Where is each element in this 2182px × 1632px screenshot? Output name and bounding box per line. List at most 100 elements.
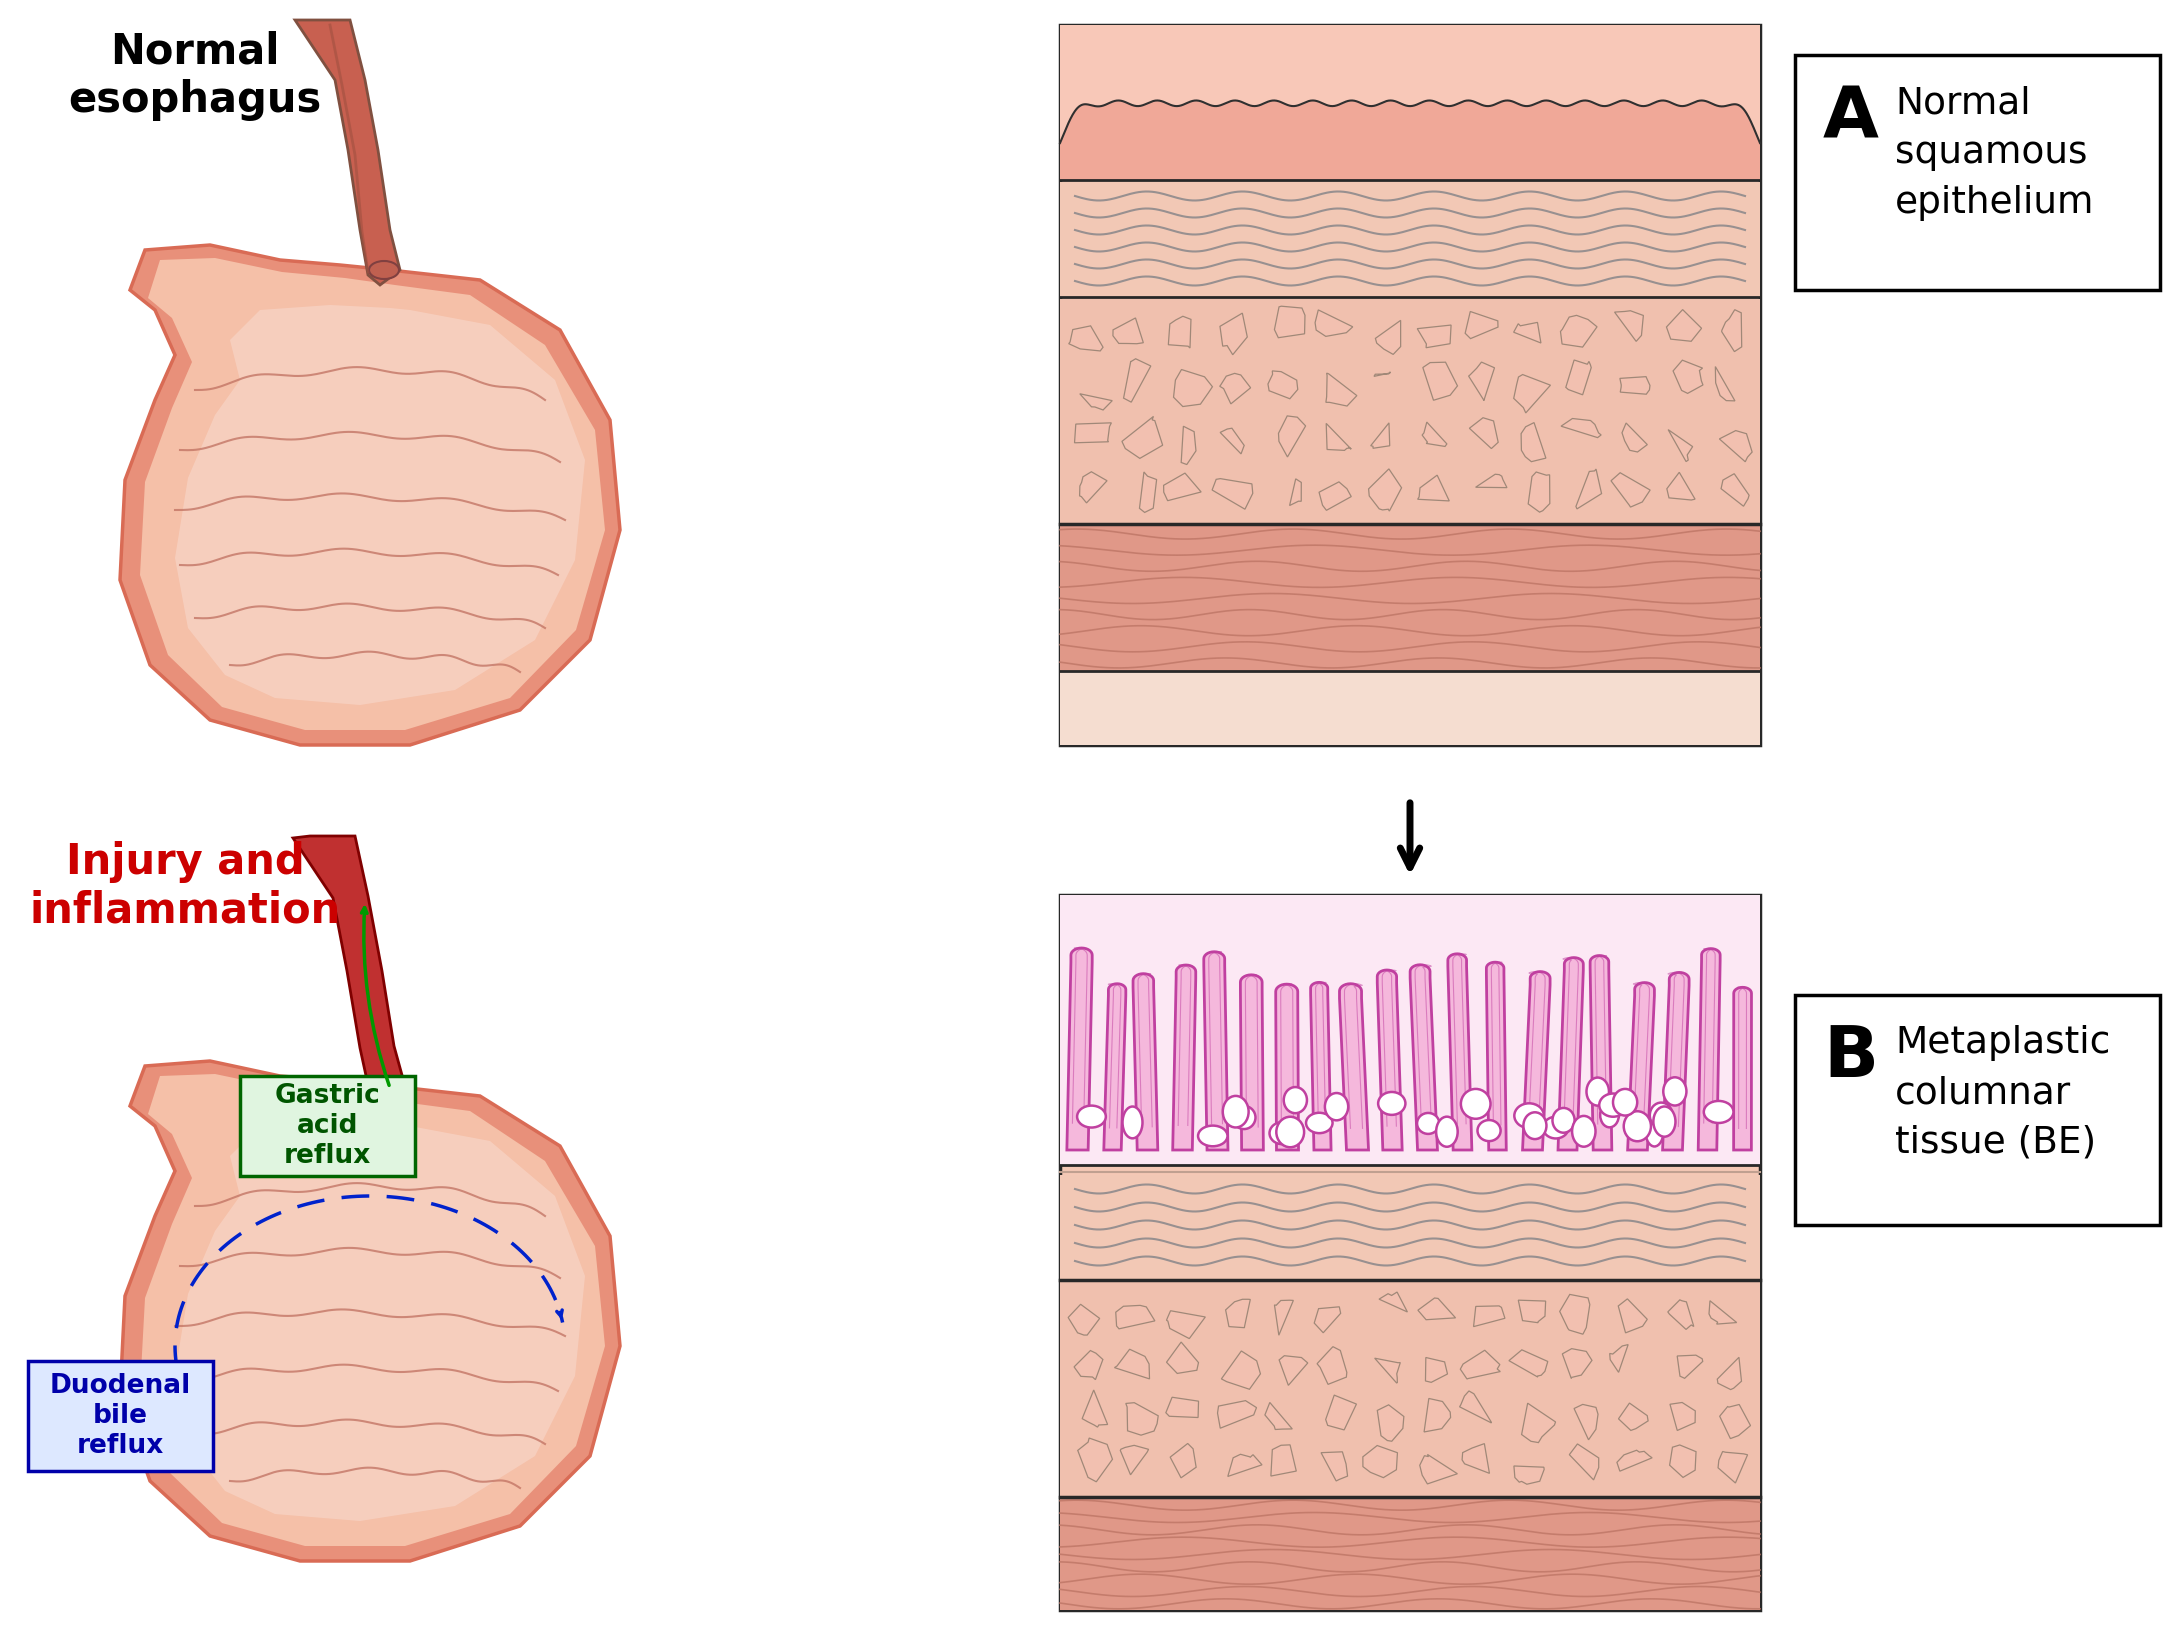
Polygon shape	[1180, 426, 1196, 465]
Ellipse shape	[1514, 1103, 1545, 1128]
Polygon shape	[1615, 310, 1643, 341]
Polygon shape	[292, 836, 406, 1106]
Bar	[1060, 894, 1761, 1611]
Ellipse shape	[1324, 1093, 1348, 1120]
Ellipse shape	[1551, 1108, 1575, 1133]
Polygon shape	[1514, 1466, 1545, 1483]
Polygon shape	[1327, 1395, 1357, 1430]
Polygon shape	[1617, 1451, 1652, 1470]
Polygon shape	[1418, 475, 1449, 501]
Polygon shape	[1468, 362, 1495, 400]
Text: Duodenal
bile
reflux: Duodenal bile reflux	[50, 1373, 192, 1459]
Ellipse shape	[1571, 1116, 1595, 1147]
Polygon shape	[120, 1061, 620, 1560]
Polygon shape	[1279, 1356, 1307, 1386]
Polygon shape	[1167, 317, 1191, 348]
Polygon shape	[1560, 315, 1597, 348]
Polygon shape	[1268, 370, 1298, 398]
Polygon shape	[1220, 428, 1244, 454]
Polygon shape	[1610, 1345, 1628, 1373]
Polygon shape	[1375, 372, 1390, 377]
Polygon shape	[1167, 1342, 1198, 1374]
Polygon shape	[1067, 948, 1093, 1151]
Polygon shape	[1115, 1350, 1150, 1379]
Text: A: A	[1822, 83, 1879, 152]
Polygon shape	[1418, 1297, 1455, 1320]
Ellipse shape	[1654, 1106, 1676, 1138]
Polygon shape	[1717, 1358, 1741, 1389]
Polygon shape	[1425, 1399, 1451, 1431]
Polygon shape	[1274, 307, 1305, 338]
Polygon shape	[1621, 423, 1647, 452]
Polygon shape	[1167, 1310, 1204, 1338]
Polygon shape	[175, 1121, 585, 1521]
Polygon shape	[1669, 1402, 1695, 1431]
Polygon shape	[1274, 1301, 1294, 1335]
Polygon shape	[1276, 984, 1298, 1151]
Polygon shape	[1320, 481, 1351, 511]
Bar	[1796, 996, 2160, 1226]
Polygon shape	[1222, 1351, 1261, 1389]
Polygon shape	[1239, 974, 1263, 1151]
Ellipse shape	[1379, 1092, 1405, 1115]
Polygon shape	[1119, 1446, 1148, 1475]
Polygon shape	[1170, 1443, 1196, 1479]
Ellipse shape	[369, 261, 399, 279]
Polygon shape	[1082, 1390, 1108, 1426]
Polygon shape	[120, 245, 620, 744]
Text: B: B	[1822, 1023, 1879, 1092]
Text: Gastric
acid
reflux: Gastric acid reflux	[275, 1084, 380, 1169]
Text: Normal
esophagus: Normal esophagus	[68, 29, 321, 121]
Polygon shape	[1113, 318, 1143, 344]
Polygon shape	[1575, 468, 1602, 509]
Polygon shape	[1591, 956, 1612, 1151]
Polygon shape	[295, 20, 399, 286]
Bar	[1060, 24, 1761, 744]
Polygon shape	[1163, 473, 1200, 501]
Polygon shape	[1316, 310, 1353, 336]
Polygon shape	[1220, 374, 1250, 403]
Ellipse shape	[1477, 1120, 1501, 1141]
Polygon shape	[175, 305, 585, 705]
Ellipse shape	[1222, 1097, 1248, 1128]
Bar	[1060, 526, 1761, 671]
Polygon shape	[1368, 468, 1401, 511]
Ellipse shape	[1586, 1077, 1608, 1105]
Polygon shape	[1486, 963, 1506, 1151]
Polygon shape	[1709, 1301, 1737, 1324]
Polygon shape	[1717, 1451, 1748, 1483]
Ellipse shape	[1623, 1111, 1652, 1141]
Polygon shape	[1213, 478, 1252, 509]
Bar	[1060, 299, 1761, 524]
Ellipse shape	[1270, 1123, 1294, 1144]
Polygon shape	[1290, 478, 1300, 506]
Polygon shape	[1610, 473, 1650, 508]
Polygon shape	[1663, 973, 1689, 1151]
Polygon shape	[1074, 1351, 1102, 1379]
Polygon shape	[1619, 1299, 1647, 1333]
Polygon shape	[1132, 974, 1159, 1151]
Ellipse shape	[1523, 1113, 1547, 1139]
Polygon shape	[1379, 1293, 1407, 1312]
Polygon shape	[1567, 361, 1591, 395]
Polygon shape	[1464, 312, 1499, 338]
Polygon shape	[1674, 361, 1702, 393]
Polygon shape	[1667, 472, 1695, 499]
Polygon shape	[1573, 1405, 1597, 1439]
Ellipse shape	[1122, 1106, 1143, 1139]
Ellipse shape	[1198, 1126, 1228, 1146]
Polygon shape	[1560, 1294, 1591, 1335]
Polygon shape	[1562, 1348, 1593, 1379]
Ellipse shape	[1645, 1115, 1663, 1146]
Ellipse shape	[319, 896, 332, 976]
Polygon shape	[1126, 1402, 1159, 1435]
Bar	[1060, 1175, 1761, 1279]
Ellipse shape	[1543, 1116, 1569, 1139]
Polygon shape	[1667, 429, 1693, 462]
Ellipse shape	[1663, 1077, 1687, 1105]
Bar	[1060, 24, 1761, 180]
Polygon shape	[1423, 362, 1458, 400]
Ellipse shape	[1307, 1113, 1333, 1133]
Polygon shape	[1270, 1444, 1296, 1475]
Polygon shape	[1364, 1446, 1396, 1477]
